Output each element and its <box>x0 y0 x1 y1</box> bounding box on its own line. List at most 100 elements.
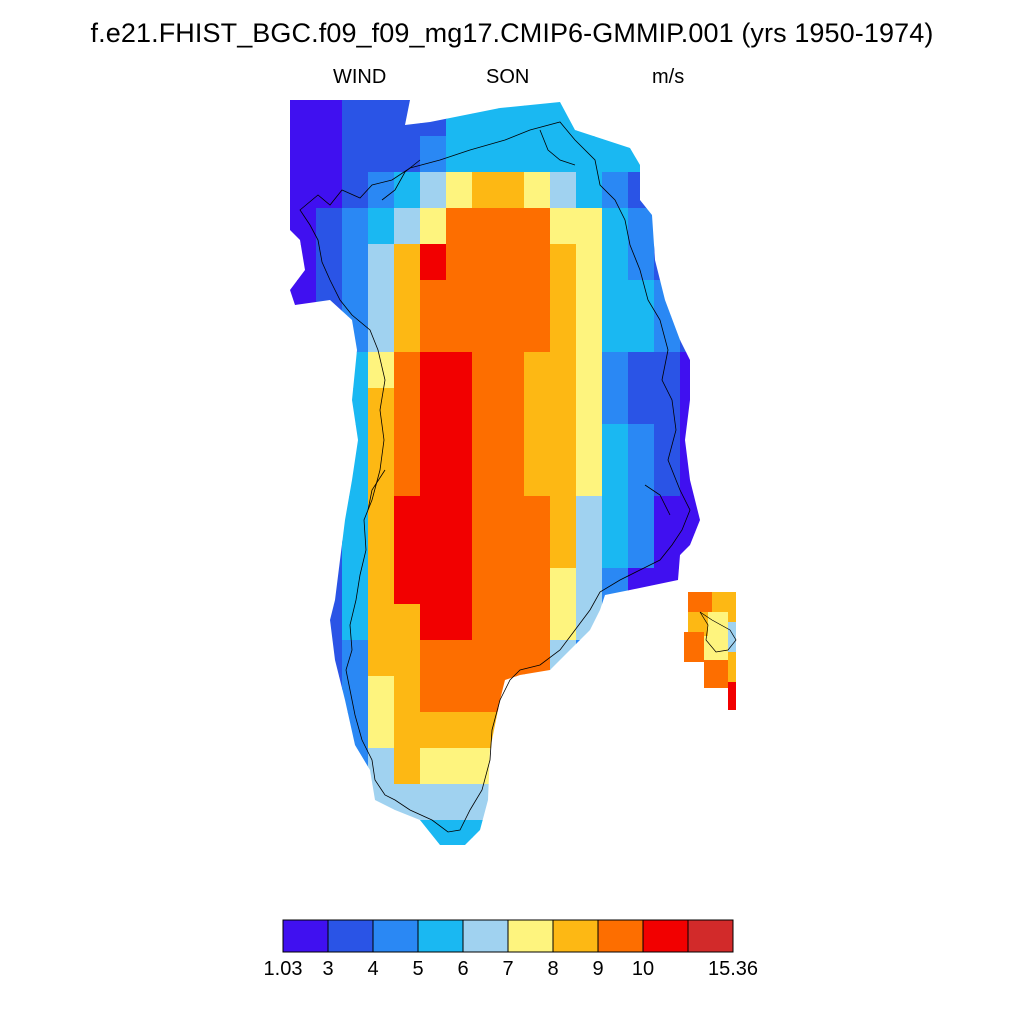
grid-cell <box>368 568 395 605</box>
grid-cell <box>680 676 700 713</box>
grid-cell <box>368 100 395 137</box>
grid-cell <box>472 208 499 245</box>
grid-cell <box>394 460 421 497</box>
grid-cell <box>628 172 655 209</box>
grid-cell <box>420 640 447 677</box>
grid-cell <box>420 280 447 317</box>
grid-cell <box>628 676 655 713</box>
grid-cell <box>680 172 700 209</box>
grid-cell <box>654 136 681 173</box>
colorbar-swatch <box>552 919 599 953</box>
grid-cell <box>368 532 395 569</box>
grid-cell <box>342 208 369 245</box>
grid-cell <box>290 712 317 749</box>
grid-cell <box>680 280 700 317</box>
grid-cell <box>316 568 343 605</box>
grid-cell <box>680 316 700 353</box>
grid-cell <box>368 244 395 281</box>
grid-cell <box>368 820 395 845</box>
grid-cell <box>394 100 421 137</box>
grid-cell <box>550 424 577 461</box>
grid-cell <box>446 784 473 821</box>
grid-cell <box>446 316 473 353</box>
grid-cell <box>472 604 499 641</box>
grid-cell <box>628 496 655 533</box>
grid-cell <box>290 424 317 461</box>
grid-cell <box>420 352 447 389</box>
grid-cell <box>316 208 343 245</box>
grid-cell <box>550 388 577 425</box>
grid-cell <box>524 712 551 749</box>
grid-cell <box>394 388 421 425</box>
grid-cell <box>394 244 421 281</box>
grid-cell <box>602 640 629 677</box>
grid-cell <box>472 280 499 317</box>
grid-cell <box>680 712 700 749</box>
grid-cell <box>602 604 629 641</box>
grid-cell <box>420 172 447 209</box>
grid-cell <box>628 316 655 353</box>
grid-cell <box>342 172 369 209</box>
grid-cell <box>602 460 629 497</box>
grid-cell <box>576 676 603 713</box>
grid-cell <box>524 136 551 173</box>
grid-cell <box>576 568 603 605</box>
colorbar-tick-label: 5 <box>412 958 424 980</box>
grid-cell <box>654 604 681 641</box>
grid-cell <box>290 136 317 173</box>
grid-cell <box>550 100 577 137</box>
grid-cell <box>576 460 603 497</box>
grid-cell <box>316 748 343 785</box>
grid-cell <box>524 748 551 785</box>
grid-cell <box>550 172 577 209</box>
grid-cell <box>394 496 421 533</box>
colorbar-swatch <box>507 919 554 953</box>
grid-cell <box>654 496 681 533</box>
grid-cell <box>576 316 603 353</box>
grid-cell <box>472 460 499 497</box>
grid-cell <box>654 784 681 821</box>
grid-cell <box>368 712 395 749</box>
grid-cell <box>680 496 700 533</box>
grid-cell <box>290 820 317 845</box>
grid-cell <box>602 388 629 425</box>
grid-cell <box>628 100 655 137</box>
grid-cell <box>446 532 473 569</box>
grid-cell <box>316 532 343 569</box>
grid-cell <box>316 136 343 173</box>
grid-cell <box>498 316 525 353</box>
grid-cell <box>628 820 655 845</box>
greenland-coastline <box>299 121 691 833</box>
grid-cell <box>446 568 473 605</box>
grid-cell <box>290 352 317 389</box>
grid-cell <box>602 676 629 713</box>
grid-cell <box>524 424 551 461</box>
grid-cell <box>446 244 473 281</box>
iceland-region <box>684 592 737 710</box>
grid-cell <box>420 460 447 497</box>
grid-cell <box>654 568 681 605</box>
grid-cell <box>342 352 369 389</box>
grid-cell <box>654 460 681 497</box>
grid-cell <box>628 748 655 785</box>
grid-cell <box>316 280 343 317</box>
grid-cell <box>420 208 447 245</box>
plot-title: f.e21.FHIST_BGC.f09_f09_mg17.CMIP6-GMMIP… <box>90 18 934 48</box>
grid-cell <box>342 460 369 497</box>
grid-cell <box>654 352 681 389</box>
grid-cell <box>576 172 603 209</box>
grid-cell <box>550 748 577 785</box>
grid-cell <box>680 784 700 821</box>
grid-cell <box>472 172 499 209</box>
grid-cell <box>316 712 343 749</box>
grid-cell <box>446 424 473 461</box>
grid-cell <box>680 208 700 245</box>
grid-cell <box>446 820 473 845</box>
grid-cell <box>368 460 395 497</box>
grid-cell <box>290 568 317 605</box>
grid-cell <box>316 352 343 389</box>
grid-cell <box>420 748 447 785</box>
grid-cell <box>576 208 603 245</box>
grid-cell <box>316 460 343 497</box>
grid-cell <box>342 568 369 605</box>
